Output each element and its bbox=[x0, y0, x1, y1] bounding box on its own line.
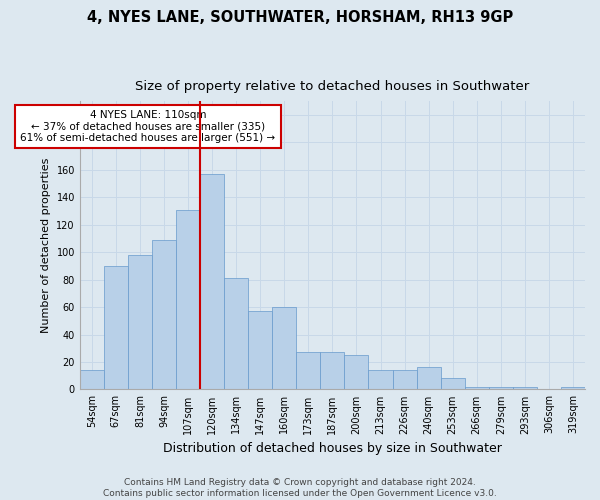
Bar bbox=[489, 386, 513, 390]
Bar bbox=[272, 307, 296, 390]
Bar bbox=[128, 255, 152, 390]
Bar bbox=[392, 370, 416, 390]
Bar bbox=[368, 370, 392, 390]
Y-axis label: Number of detached properties: Number of detached properties bbox=[41, 158, 51, 333]
Bar bbox=[248, 311, 272, 390]
Title: Size of property relative to detached houses in Southwater: Size of property relative to detached ho… bbox=[135, 80, 530, 93]
Bar bbox=[296, 352, 320, 390]
Text: 4 NYES LANE: 110sqm
← 37% of detached houses are smaller (335)
61% of semi-detac: 4 NYES LANE: 110sqm ← 37% of detached ho… bbox=[20, 110, 275, 143]
Bar bbox=[104, 266, 128, 390]
Bar bbox=[416, 368, 440, 390]
Bar bbox=[80, 370, 104, 390]
Bar bbox=[200, 174, 224, 390]
Bar bbox=[561, 386, 585, 390]
Bar bbox=[320, 352, 344, 390]
Bar bbox=[152, 240, 176, 390]
Bar bbox=[513, 386, 537, 390]
Text: Contains HM Land Registry data © Crown copyright and database right 2024.
Contai: Contains HM Land Registry data © Crown c… bbox=[103, 478, 497, 498]
Text: 4, NYES LANE, SOUTHWATER, HORSHAM, RH13 9GP: 4, NYES LANE, SOUTHWATER, HORSHAM, RH13 … bbox=[87, 10, 513, 25]
Bar bbox=[344, 355, 368, 390]
Bar bbox=[176, 210, 200, 390]
Bar bbox=[465, 386, 489, 390]
Bar bbox=[440, 378, 465, 390]
X-axis label: Distribution of detached houses by size in Southwater: Distribution of detached houses by size … bbox=[163, 442, 502, 455]
Bar bbox=[224, 278, 248, 390]
